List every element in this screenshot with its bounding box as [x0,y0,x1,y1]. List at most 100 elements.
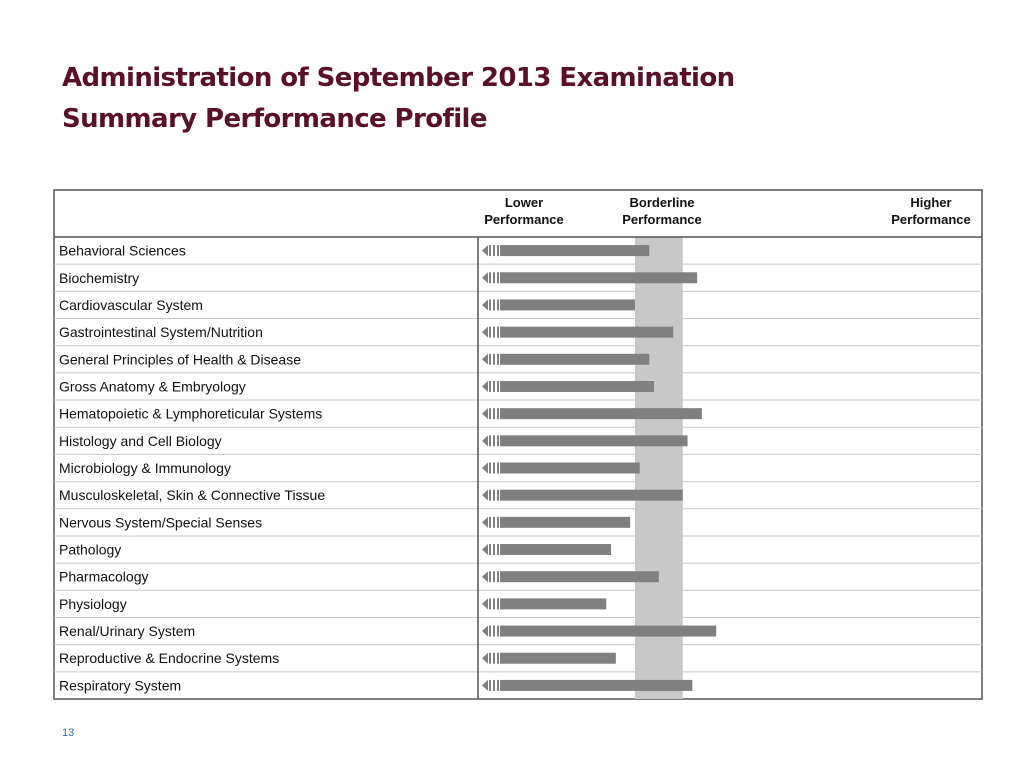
scale-tick [493,516,495,528]
performance-bar [500,462,640,474]
scale-tick [489,380,491,392]
subject-label: Reproductive & Endocrine Systems [59,650,279,666]
scale-tick [489,353,491,365]
subject-label: Histology and Cell Biology [59,433,222,449]
arrow-left-icon [482,544,488,556]
scale-tick [493,625,495,637]
arrow-left-icon [482,326,488,338]
slide-number: 13 [62,727,75,739]
scale-tick [493,380,495,392]
arrow-left-icon [482,625,488,637]
scale-tick [493,326,495,338]
arrow-left-icon [482,299,488,311]
subject-label: Musculoskeletal, Skin & Connective Tissu… [59,487,325,503]
performance-bar [500,245,650,257]
scale-tick [489,408,491,420]
scale-tick [489,299,491,311]
scale-tick [489,435,491,447]
header-higher-performance-line-2: Performance [891,212,970,227]
arrow-left-icon [482,598,488,610]
subject-label: Gross Anatomy & Embryology [59,378,246,394]
scale-tick [489,516,491,528]
scale-tick [493,299,495,311]
borderline-band [634,237,683,699]
scale-tick [497,544,499,556]
scale-tick [497,299,499,311]
header-lower-performance-line-1: Lower [505,195,543,210]
scale-tick [497,380,499,392]
scale-tick [497,462,499,474]
arrow-left-icon [482,516,488,528]
arrow-left-icon [482,353,488,365]
scale-tick [497,408,499,420]
arrow-left-icon [482,380,488,392]
scale-tick [493,462,495,474]
performance-bar [500,435,688,447]
arrow-left-icon [482,679,488,691]
subject-label: Cardiovascular System [59,297,203,313]
scale-tick [489,652,491,664]
arrow-left-icon [482,408,488,420]
scale-tick [497,435,499,447]
scale-tick [497,625,499,637]
scale-tick [493,679,495,691]
arrow-left-icon [482,652,488,664]
scale-tick [489,272,491,284]
subject-label: Nervous System/Special Senses [59,514,262,530]
scale-tick [493,652,495,664]
performance-bar [500,679,693,691]
scale-tick [489,245,491,257]
header-borderline-performance-line-2: Performance [622,212,701,227]
scale-tick [497,652,499,664]
performance-bar [500,516,631,528]
performance-bar [500,299,635,311]
arrow-left-icon [482,571,488,583]
scale-tick [493,489,495,501]
scale-tick [489,679,491,691]
scale-tick [497,245,499,257]
scale-tick [497,571,499,583]
subject-label: Hematopoietic & Lymphoreticular Systems [59,406,322,422]
scale-tick [497,326,499,338]
subject-label: Pathology [59,542,121,558]
scale-tick [493,272,495,284]
subject-label: Physiology [59,596,127,612]
scale-tick [489,625,491,637]
performance-bar [500,272,698,284]
scale-tick [497,272,499,284]
scale-tick [489,489,491,501]
scale-tick [489,544,491,556]
subject-label: Behavioral Sciences [59,243,186,259]
subject-label: Biochemistry [59,270,139,286]
scale-tick [489,571,491,583]
scale-tick [497,679,499,691]
header-borderline-performance-line-1: Borderline [629,195,694,210]
scale-tick [489,326,491,338]
scale-tick [497,489,499,501]
title-line-1: Administration of September 2013 Examina… [62,63,735,93]
scale-tick [493,353,495,365]
performance-bar [500,489,683,501]
scale-tick [493,435,495,447]
performance-bar [500,652,616,664]
performance-bar [500,571,659,583]
subject-label: Renal/Urinary System [59,623,195,639]
scale-tick [489,462,491,474]
scale-tick [493,408,495,420]
scale-tick [489,598,491,610]
header-higher-performance-line-1: Higher [910,195,951,210]
performance-bar [500,380,655,392]
arrow-left-icon [482,272,488,284]
arrow-left-icon [482,462,488,474]
arrow-left-icon [482,245,488,257]
subject-label: Pharmacology [59,569,149,585]
scale-tick [497,353,499,365]
scale-tick [493,571,495,583]
scale-tick [497,516,499,528]
subject-label: Gastrointestinal System/Nutrition [59,324,263,340]
performance-bar [500,544,612,556]
scale-tick [493,245,495,257]
performance-bar [500,625,717,637]
arrow-left-icon [482,489,488,501]
